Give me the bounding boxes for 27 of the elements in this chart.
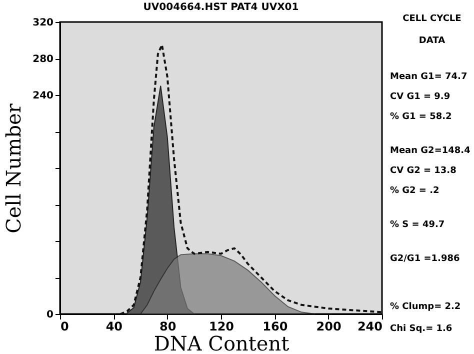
text: Chi Sq.= 1.6 [390,324,452,334]
x-tick-label: 120 [208,320,234,334]
y-tick-label: 240 [32,90,54,102]
text: DATA [418,36,446,46]
text: % S = 49.7 [390,220,445,230]
y-axis-title: Cell Number [2,103,26,234]
y-tick-label: 320 [32,18,54,28]
x-tick-label: 40 [106,320,123,334]
x-axis-title: DNA Content [154,332,290,354]
x-tick-label: 80 [159,320,176,334]
x-tick-label: 200 [316,320,342,334]
text: Mean G2=148.4 [390,146,470,156]
text: CV G2 = 13.8 [390,166,456,176]
text: % G2 = .2 [390,186,440,196]
text: CELL CYCLE [402,14,462,24]
y-tick-label: 0 [46,310,54,320]
text: % Clump= 2.2 [390,302,461,312]
x-tick-label: 160 [262,320,288,334]
text: % G1 = 58.2 [390,112,452,122]
x-tick-label: 240 [357,320,382,334]
text: Mean G1= 74.7 [390,72,468,82]
chart-title: UV004664.HST PAT4 UVX01 [143,2,299,13]
line-series [119,44,383,315]
text: CV G1 = 9.9 [390,92,450,102]
y-tick-label: 280 [32,54,54,65]
text: G2/G1 =1.986 [390,254,460,264]
x-tick-label: 0 [60,320,69,334]
